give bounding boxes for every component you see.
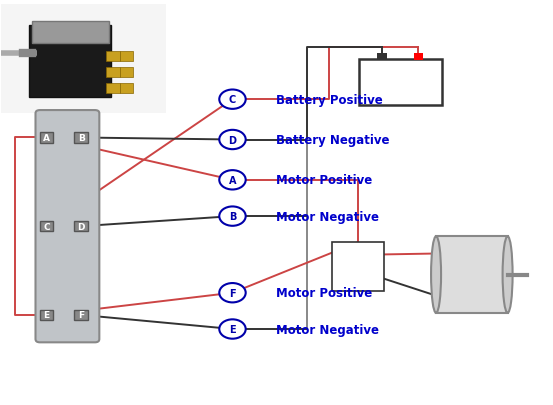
Bar [359, 60, 441, 106]
Bar [40, 310, 54, 320]
Bar [40, 133, 54, 143]
Bar [2, 5, 166, 114]
FancyBboxPatch shape [35, 111, 100, 343]
Bar [119, 84, 133, 94]
Text: Motor Positive: Motor Positive [276, 286, 373, 299]
Bar [377, 54, 387, 61]
Text: C: C [229, 95, 236, 105]
Circle shape [220, 90, 246, 110]
Bar [40, 222, 54, 232]
Text: F: F [78, 311, 84, 320]
Text: D: D [77, 222, 85, 231]
Circle shape [220, 320, 246, 339]
Text: Motor Negative: Motor Negative [276, 210, 379, 223]
Text: Battery Positive: Battery Positive [276, 94, 383, 107]
Text: A: A [43, 134, 50, 143]
Circle shape [220, 207, 246, 226]
Bar [106, 68, 119, 78]
Text: E: E [229, 324, 236, 334]
Circle shape [220, 284, 246, 303]
Text: Motor Negative: Motor Negative [276, 323, 379, 336]
Bar [106, 52, 119, 62]
Circle shape [220, 130, 246, 150]
Text: E: E [44, 311, 50, 320]
Bar [119, 68, 133, 78]
Ellipse shape [431, 237, 441, 313]
Text: C: C [43, 222, 50, 231]
Bar [119, 52, 133, 62]
Bar [74, 133, 88, 143]
Text: A: A [229, 175, 236, 185]
Bar [331, 243, 384, 291]
Bar [74, 222, 88, 232]
Bar [106, 84, 119, 94]
Text: F: F [229, 288, 236, 298]
Text: Battery Negative: Battery Negative [276, 134, 390, 147]
Bar [436, 237, 508, 313]
Text: D: D [228, 135, 237, 145]
Bar [74, 310, 88, 320]
Bar [29, 26, 112, 98]
Text: Motor Positive: Motor Positive [276, 174, 373, 187]
Bar [414, 54, 424, 61]
Text: B: B [78, 134, 85, 143]
Bar [32, 21, 109, 44]
Circle shape [220, 171, 246, 190]
Ellipse shape [503, 237, 513, 313]
Text: B: B [229, 211, 236, 222]
